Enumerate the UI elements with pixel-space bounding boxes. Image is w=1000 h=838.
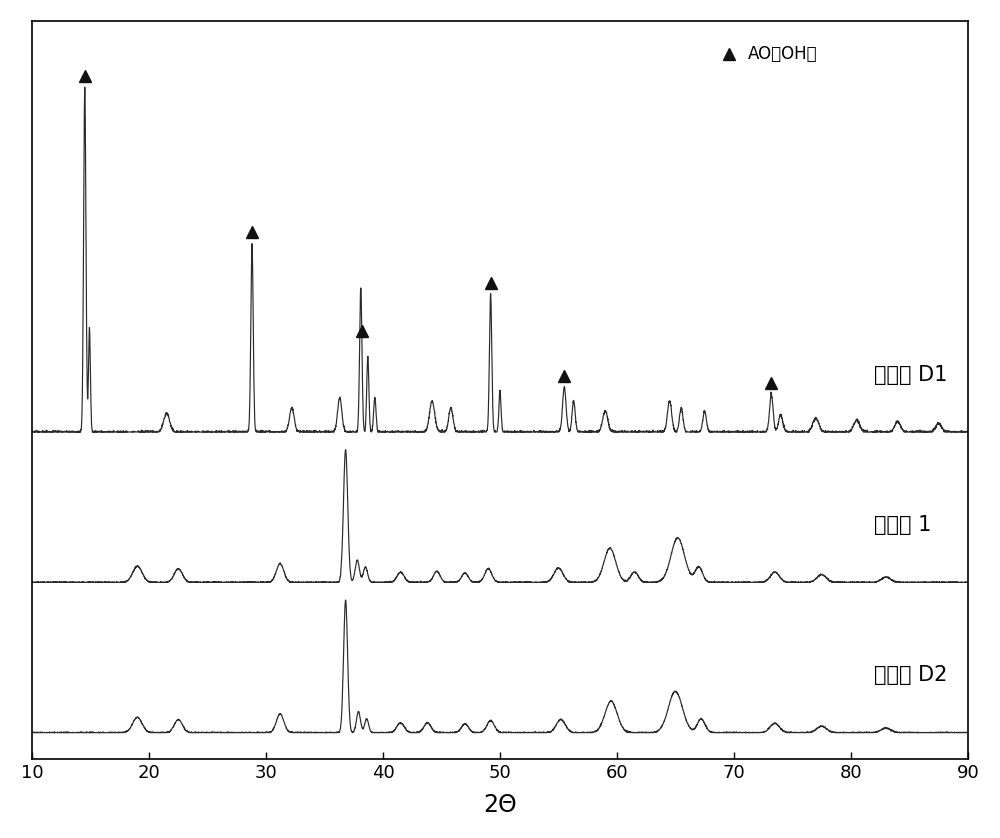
Text: AO（OH）: AO（OH）: [748, 45, 818, 63]
Text: 嵔化剂 D1: 嵔化剂 D1: [874, 365, 948, 385]
X-axis label: 2Θ: 2Θ: [483, 793, 517, 817]
Text: 嵔化剂 1: 嵔化剂 1: [874, 515, 932, 535]
Text: 嵔化剂 D2: 嵔化剂 D2: [874, 665, 948, 685]
